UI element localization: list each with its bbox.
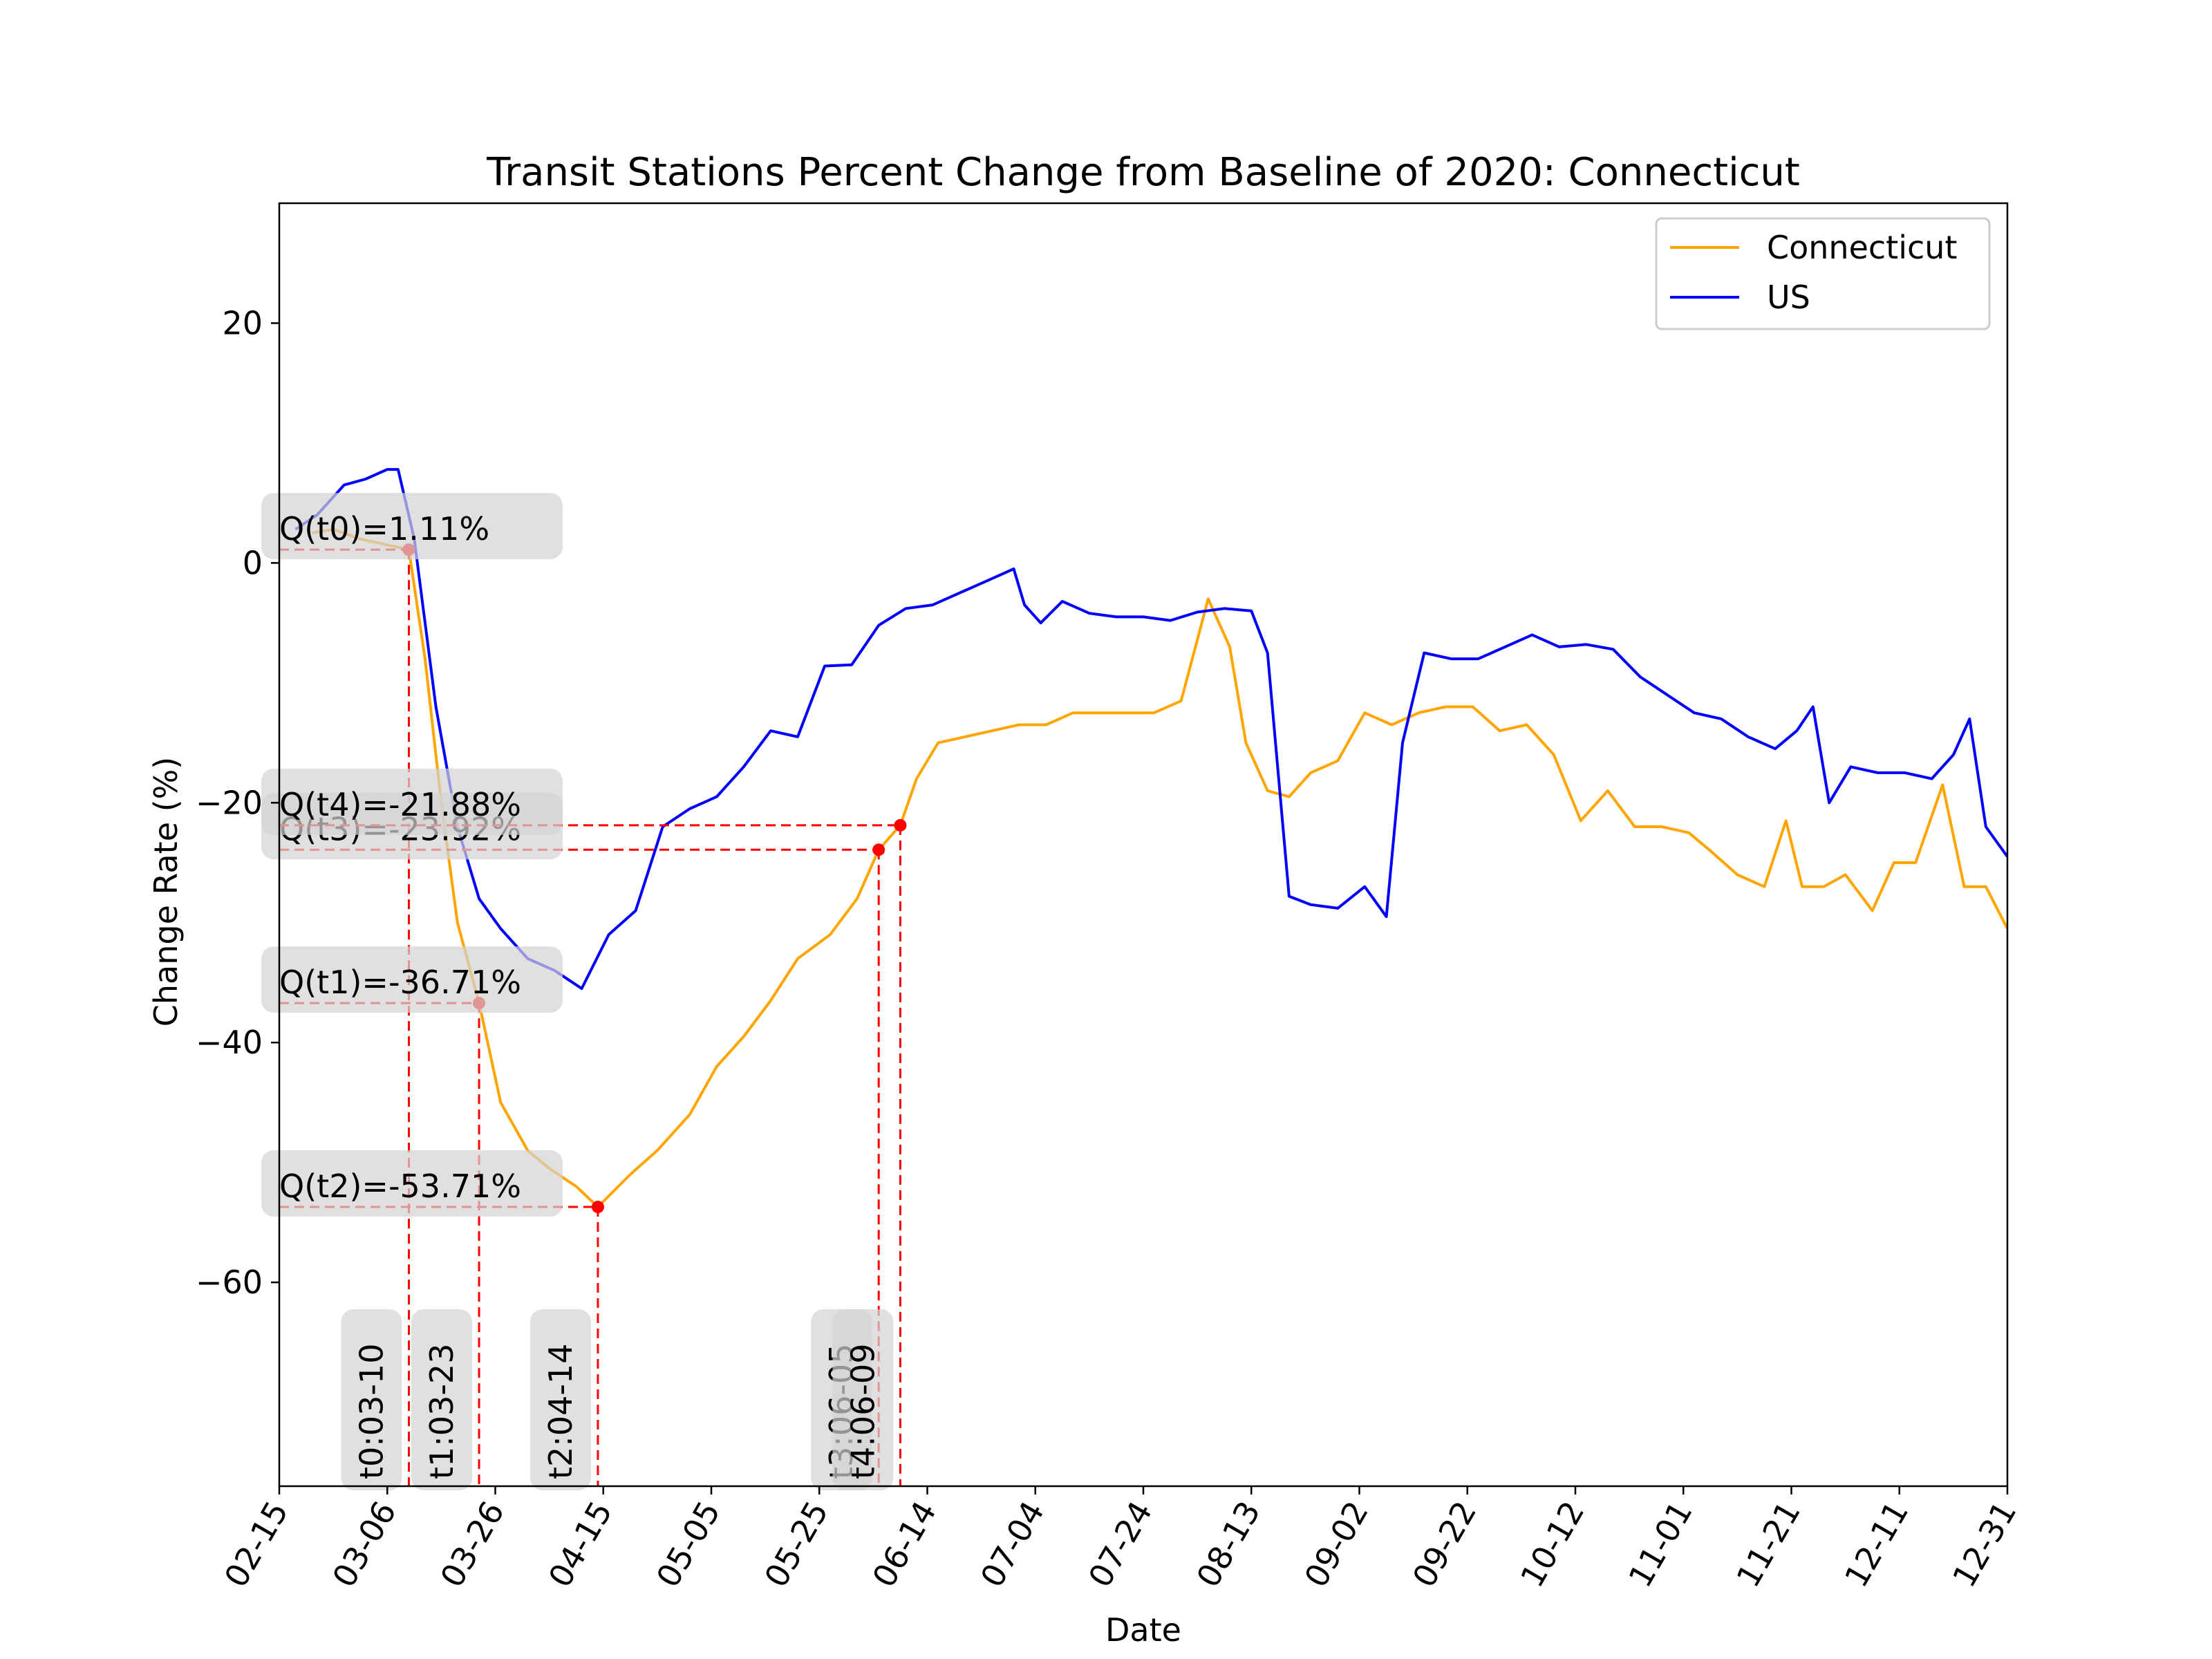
marker-t2 <box>591 1201 604 1214</box>
y-annotation-label-t0: Q(t0)=1.11% <box>279 510 489 547</box>
x-annotation-box-t4 <box>832 1309 894 1490</box>
x-annotation-box-t0 <box>341 1309 402 1490</box>
y-axis-label: Change Rate (%) <box>147 757 185 1027</box>
y-tick-label-3: −40 <box>196 1024 263 1061</box>
x-annotation-box-t2 <box>529 1309 591 1490</box>
legend-label-us: US <box>1767 279 1810 316</box>
y-tick-label-0: 20 <box>222 304 263 341</box>
y-tick-label-2: −20 <box>196 784 263 821</box>
y-tick-label-4: −60 <box>196 1264 263 1301</box>
y-annotation-box-t0 <box>261 493 563 560</box>
x-annotation-label-t2: t2:04-14 <box>542 1344 579 1479</box>
y-tick-label-1: 0 <box>243 544 263 581</box>
x-annotation-label-t0: t0:03-10 <box>353 1344 391 1479</box>
legend-label-connecticut: Connecticut <box>1767 229 1957 266</box>
y-annotation-box-t2 <box>261 1150 563 1217</box>
chart-title: Transit Stations Percent Change from Bas… <box>486 150 1800 195</box>
y-annotation-label-t1: Q(t1)=-36.71% <box>279 964 521 1001</box>
series-line-connecticut <box>311 527 2007 1208</box>
x-axis-label: Date <box>1105 1611 1181 1649</box>
marker-t4 <box>894 818 907 832</box>
legend-box <box>1655 217 1991 330</box>
y-axis: 20 0 −20 −40 −60 <box>196 304 279 1301</box>
annotations-group: t0:03-10 Q(t0)=1.11% t1:03-23 Q(t1)=-36.71%… <box>261 493 907 1490</box>
legend: Connecticut US <box>1655 217 1991 330</box>
marker-t3 <box>872 843 885 856</box>
y-annotation-label-t2: Q(t2)=-53.71% <box>279 1168 521 1205</box>
y-annotation-box-t1 <box>261 946 563 1013</box>
x-annotation-label-t4: t4:06-09 <box>844 1344 881 1479</box>
y-annotation-box-t4 <box>261 768 563 835</box>
x-annotation-box-t1 <box>411 1309 473 1490</box>
x-annotation-label-t1: t1:03-23 <box>423 1344 460 1479</box>
y-annotation-label-t4: Q(t4)=-21.88% <box>279 786 521 823</box>
